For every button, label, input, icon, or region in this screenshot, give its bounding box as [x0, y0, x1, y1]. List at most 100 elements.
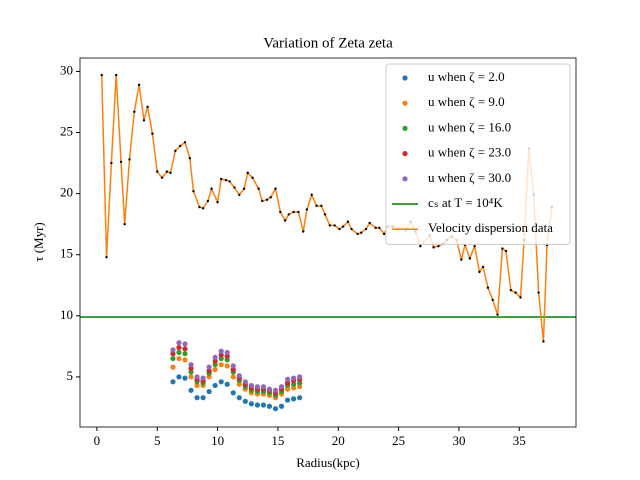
line-marker: [274, 187, 277, 190]
line-marker: [115, 73, 118, 77]
x-axis-label: Radius(kpc): [296, 455, 360, 470]
scatter-point: [224, 381, 230, 387]
scatter-point: [218, 348, 224, 354]
line-marker: [346, 220, 350, 223]
scatter-point: [291, 375, 297, 381]
scatter-point: [260, 402, 267, 408]
line-marker: [251, 176, 254, 179]
scatter-point: [182, 357, 188, 363]
scatter-point: [284, 376, 291, 382]
scatter-point: [170, 351, 176, 357]
scatter-point: [188, 387, 194, 393]
scatter-point: [224, 357, 230, 363]
scatter-point: [176, 374, 182, 380]
line-marker: [242, 187, 246, 190]
scatter-point: [230, 363, 236, 369]
x-tick-label: 30: [452, 433, 465, 448]
line-marker: [265, 198, 269, 201]
line-marker: [481, 265, 485, 269]
line-marker: [123, 222, 126, 226]
x-tick-label: 0: [94, 433, 101, 448]
scatter-point: [284, 386, 291, 392]
scatter-point: [194, 382, 200, 389]
scatter-point: [194, 374, 200, 380]
line-marker: [501, 247, 504, 250]
scatter-point: [248, 401, 254, 407]
scatter-point: [254, 384, 261, 390]
line-marker: [283, 219, 287, 222]
line-marker: [174, 149, 177, 153]
line-marker: [188, 156, 192, 160]
y-tick-label: 5: [67, 368, 74, 383]
x-tick-label: 10: [211, 433, 224, 448]
scatter-point: [212, 382, 218, 389]
scatter-point: [182, 351, 188, 357]
line-marker: [519, 296, 522, 299]
line-marker: [219, 177, 223, 181]
scatter-point: [236, 395, 242, 401]
line-marker: [287, 213, 290, 216]
line-marker: [292, 210, 295, 214]
scatter-point: [297, 395, 303, 401]
legend-marker: [402, 75, 408, 81]
x-tick-label: 35: [513, 433, 526, 448]
scatter-point: [236, 381, 242, 387]
scatter-point: [182, 375, 188, 381]
legend-box: [385, 63, 571, 245]
scatter-point: [218, 379, 224, 385]
line-marker: [233, 186, 236, 189]
line-marker: [356, 232, 359, 236]
scatter-point: [212, 366, 218, 373]
line-marker: [460, 258, 463, 261]
line-marker: [378, 226, 381, 230]
scatter-point: [170, 347, 176, 353]
scatter-point: [200, 375, 206, 381]
plot-frame: [79, 57, 577, 428]
scatter-point: [176, 349, 182, 356]
line-marker: [509, 288, 513, 292]
scatter-point: [218, 362, 224, 368]
legend-label: Velocity dispersion data: [428, 220, 553, 235]
legend-label: u when ζ = 23.0: [428, 145, 511, 160]
line-marker: [160, 176, 164, 179]
line-marker: [100, 73, 103, 77]
chart-title: Variation of Zeta zeta: [263, 35, 393, 51]
line-marker: [542, 340, 545, 343]
scatter-point: [170, 355, 176, 362]
legend-marker: [402, 125, 408, 131]
line-marker: [128, 158, 131, 161]
line-marker: [338, 227, 341, 231]
legend-marker: [402, 151, 408, 157]
scatter-point: [212, 354, 218, 360]
scatter-point: [200, 395, 206, 401]
legend-label: u when ζ = 30.0: [428, 170, 511, 185]
legend-marker: [402, 100, 408, 106]
scatter-point: [182, 341, 188, 347]
line-marker: [419, 244, 422, 248]
line-marker: [310, 193, 313, 197]
line-marker: [257, 187, 260, 190]
scatter-point: [206, 368, 212, 374]
line-marker: [146, 105, 149, 109]
line-marker: [238, 193, 241, 197]
line-marker: [320, 204, 323, 208]
scatter-point: [297, 380, 303, 386]
scatter-point: [260, 384, 267, 390]
y-tick-label: 30: [60, 62, 73, 77]
line-marker: [473, 244, 476, 248]
scatter-point: [188, 365, 194, 371]
legend-label: u when ζ = 16.0: [428, 119, 511, 134]
line-marker: [192, 189, 195, 193]
scatter-point: [272, 387, 279, 393]
line-marker: [468, 257, 472, 260]
scatter-point: [218, 352, 224, 358]
line-marker: [201, 207, 205, 210]
line-marker: [432, 246, 435, 249]
scatter-point: [254, 402, 261, 408]
line-marker: [228, 180, 231, 183]
scatter-point: [218, 355, 224, 362]
line-marker: [350, 227, 353, 231]
scatter-point: [176, 344, 182, 351]
scatter-point: [266, 386, 273, 392]
